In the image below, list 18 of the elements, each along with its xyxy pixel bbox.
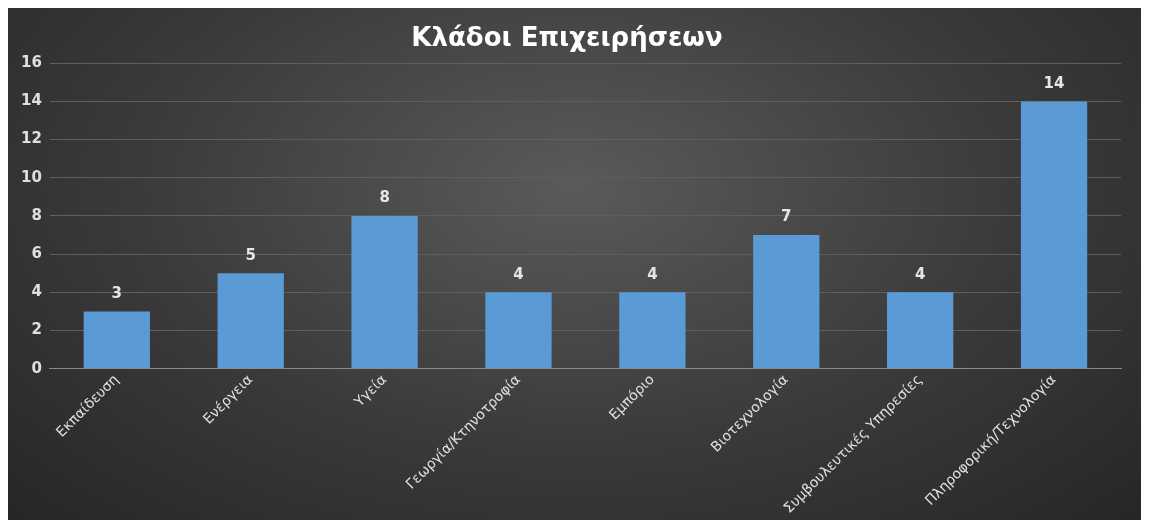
y-tick-label: 0: [31, 358, 42, 377]
data-label: 7: [781, 207, 792, 226]
y-tick-label: 8: [31, 205, 42, 224]
y-tick-label: 16: [21, 53, 42, 72]
y-tick-label: 6: [31, 243, 42, 262]
y-tick-label: 14: [21, 91, 42, 110]
y-tick-label: 10: [21, 167, 42, 186]
data-label: 4: [647, 264, 658, 283]
data-label: 4: [914, 264, 926, 283]
data-label: 4: [513, 264, 524, 283]
data-label: 5: [245, 245, 256, 264]
y-tick-label: 4: [31, 282, 42, 301]
data-label: 3: [111, 283, 123, 302]
y-tick-label: 2: [31, 320, 42, 339]
data-label: 8: [379, 188, 390, 207]
chart-title: Κλάδοι Επιχειρήσεων: [411, 22, 723, 53]
y-tick-label: 12: [21, 129, 42, 148]
data-label: 14: [1043, 73, 1065, 92]
